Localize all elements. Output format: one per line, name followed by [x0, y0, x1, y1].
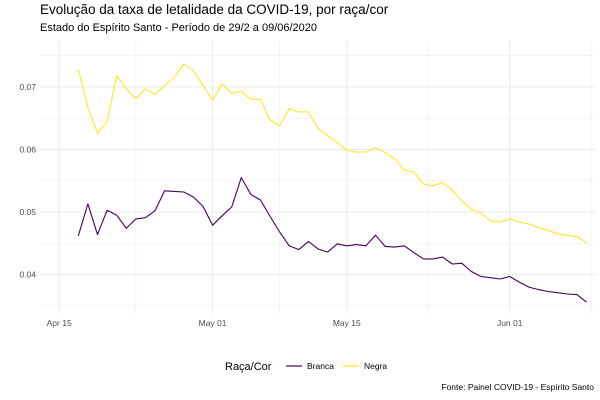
chart-caption: Fonte: Painel COVID-19 - Espírito Santo: [441, 382, 594, 392]
x-tick-label: May 15: [333, 318, 361, 328]
x-tick-label: May 01: [199, 318, 227, 328]
legend: Raça/Cor Branca Negra: [225, 361, 387, 373]
legend-label-branca: Branca: [307, 361, 334, 371]
minor-gridlines: [40, 40, 596, 314]
y-tick-label: 0.05: [19, 207, 36, 217]
legend-title: Raça/Cor: [225, 361, 272, 373]
legend-label-negra: Negra: [364, 361, 387, 371]
chart-subtitle: Estado do Espírito Santo - Período de 29…: [40, 22, 318, 34]
y-tick-label: 0.06: [19, 144, 36, 154]
y-axis-tick-labels: 0.04 0.05 0.06 0.07: [19, 82, 36, 280]
chart-title: Evolução da taxa de letalidade da COVID-…: [40, 2, 389, 17]
x-tick-label: Jun 01: [497, 318, 523, 328]
series-lines: [77, 63, 587, 303]
legend-items: Branca Negra: [286, 361, 387, 371]
y-tick-label: 0.04: [19, 270, 36, 280]
y-tick-label: 0.07: [19, 82, 36, 92]
x-axis-tick-labels: Apr 15 May 01 May 15 Jun 01: [47, 318, 523, 328]
major-gridlines: [40, 40, 596, 314]
series-line-branca: [77, 177, 587, 303]
series-line-negra: [77, 63, 587, 244]
x-tick-label: Apr 15: [47, 318, 72, 328]
